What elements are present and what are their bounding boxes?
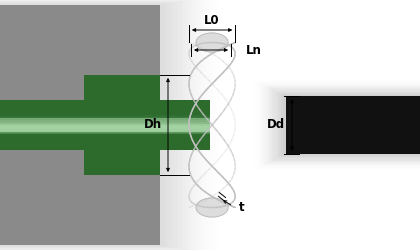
Bar [0,115,210,123]
Bar [257,81,420,169]
Bar [0,113,210,121]
Text: Dd: Dd [267,118,285,132]
Bar [261,84,420,166]
Bar [0,0,185,250]
Bar [0,124,210,132]
Bar [281,94,420,156]
Bar [0,0,204,250]
Text: Ln: Ln [246,44,262,57]
Bar [270,88,420,162]
Bar [0,2,178,248]
Bar [0,0,216,250]
Bar [254,80,420,170]
Bar [0,0,210,250]
Text: L0: L0 [204,14,220,26]
Bar [0,125,210,133]
Bar [0,1,181,249]
Bar [84,75,160,175]
Circle shape [196,33,228,52]
Bar [0,123,210,131]
Bar [0,122,210,130]
Bar [0,0,207,250]
Bar [0,0,188,250]
Bar [0,0,197,250]
Bar [0,4,163,246]
Bar [0,124,210,132]
Bar [0,120,210,128]
Bar [286,96,420,154]
Bar [284,95,420,155]
Bar [272,89,420,161]
Bar [0,2,176,248]
Bar [0,0,213,250]
Text: t: t [239,201,244,214]
Bar [0,5,160,245]
Bar [0,124,210,132]
Bar [274,90,420,160]
Bar [277,92,420,158]
Bar [0,100,210,150]
Circle shape [196,198,228,217]
Bar [0,126,210,134]
Bar [0,3,169,247]
Bar [0,0,200,250]
Bar [286,96,420,154]
Bar [263,85,420,165]
Text: Dh: Dh [144,118,162,132]
Bar [265,86,420,164]
Bar [259,82,420,168]
Bar [0,117,210,125]
Bar [0,5,160,245]
Bar [0,3,172,247]
Bar [0,0,219,250]
Bar [0,122,210,130]
Bar [279,93,420,157]
Bar [0,0,191,250]
Bar [0,0,194,250]
Bar [0,4,166,246]
Bar [268,87,420,163]
Bar [0,118,210,132]
